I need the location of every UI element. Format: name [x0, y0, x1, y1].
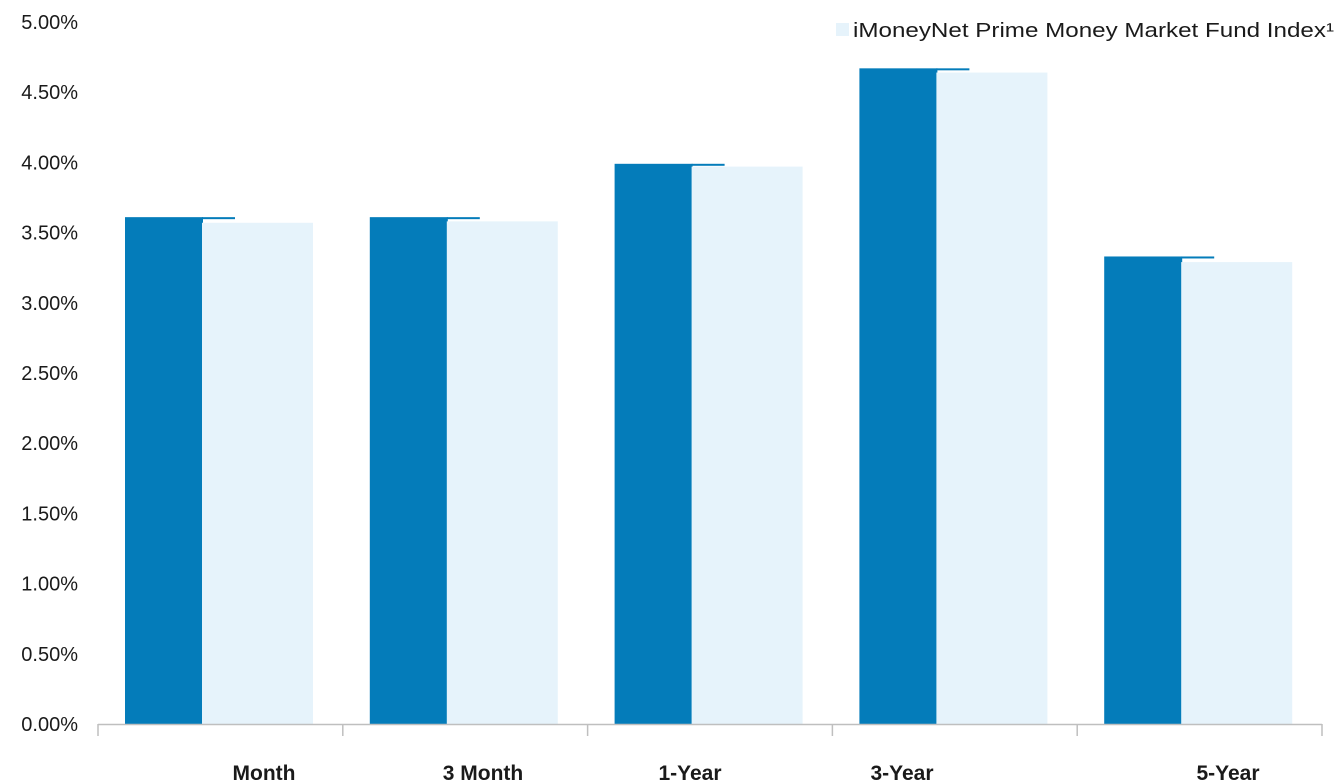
bar-series-1 [125, 217, 203, 724]
bar-series-1-edge [691, 163, 725, 166]
legend: iMoneyNet Prime Money Market Fund Index¹ [836, 20, 1334, 42]
y-tick-label: 5.00% [21, 12, 78, 34]
y-tick-label: 4.00% [21, 152, 78, 174]
bar-series-2 [446, 221, 558, 725]
y-tick-label: 1.50% [21, 503, 78, 525]
x-axis-tick-marks [97, 724, 1323, 736]
bar-series-1-edge [446, 217, 480, 220]
y-tick-label: 0.50% [21, 644, 78, 666]
bar-series-1 [859, 68, 938, 724]
bar-group [125, 68, 1293, 725]
y-tick-label: 0.00% [21, 714, 78, 736]
x-axis-category-labels: Month 3 Month 1-Year 3-Year 5-Year [233, 762, 1260, 783]
bar-series-2 [1181, 262, 1293, 724]
y-tick-label: 2.00% [21, 433, 78, 455]
bar-series-2 [936, 72, 1048, 724]
y-tick-label: 3.50% [21, 223, 78, 245]
x-category-label: Month [233, 762, 296, 783]
bar-series-1-edge [936, 68, 970, 71]
bar-series-1 [369, 217, 448, 724]
x-category-label: 3-Year [870, 762, 933, 783]
y-tick-label: 2.50% [21, 363, 78, 385]
y-axis-tick-labels: 0.00% 0.50% 1.00% 1.50% 2.00% 2.50% 3.00% 3.50%… [21, 12, 78, 736]
y-tick-label: 3.00% [21, 293, 78, 315]
bar-series-2 [691, 166, 803, 724]
legend-label: iMoneyNet Prime Money Market Fund Index¹ [853, 20, 1334, 42]
bar-series-2 [202, 222, 313, 724]
x-category-label: 3 Month [443, 762, 523, 783]
x-category-label: 1-Year [658, 762, 721, 783]
legend-swatch [836, 23, 849, 36]
x-category-label: 5-Year [1196, 762, 1259, 783]
y-tick-label: 4.50% [21, 82, 78, 104]
bar-series-1 [1104, 256, 1183, 724]
bar-series-1-edge [202, 217, 235, 220]
y-tick-label: 1.00% [21, 574, 78, 596]
bar-series-1-edge [1181, 256, 1215, 259]
bar-series-1 [614, 163, 693, 724]
